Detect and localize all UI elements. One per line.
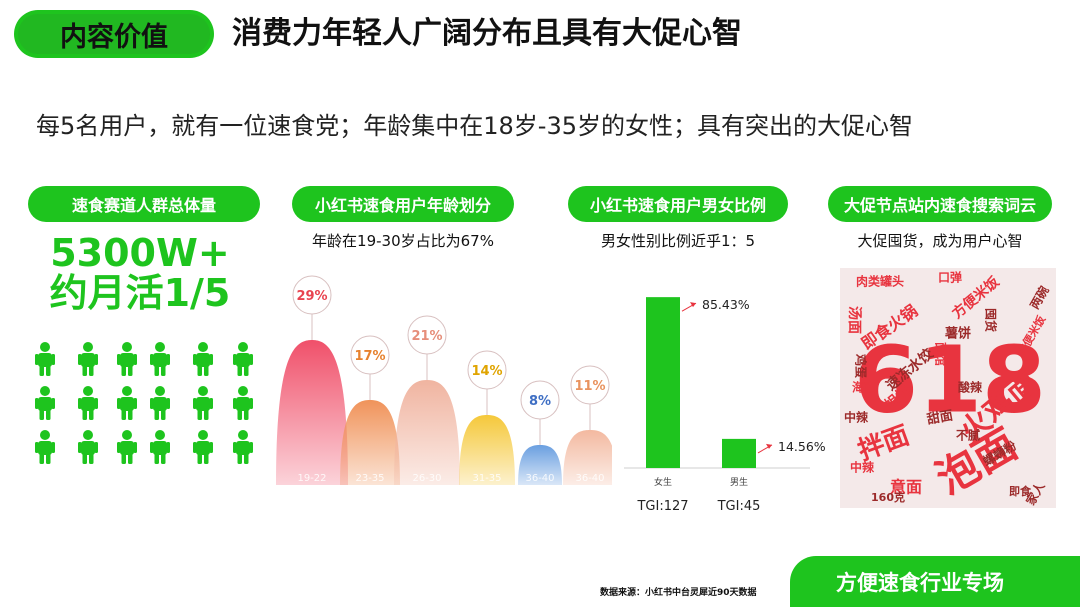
- word-cloud-word: 海南: [852, 380, 876, 395]
- gender-value-label: 14.56%: [778, 439, 826, 454]
- gender-category-label: 男生: [730, 476, 748, 488]
- people-icon-grid: [35, 342, 253, 464]
- person-icon: [35, 430, 253, 464]
- gender-chart: 85.43% 女生 TGI:127 14.56% 男生 TGI:45: [624, 297, 826, 514]
- word-cloud-word: 汤面: [846, 306, 862, 334]
- page-title: 消费力年轻人广阔分布且具有大促心智: [232, 16, 742, 51]
- age-hump-36-40: [518, 445, 562, 485]
- gender-bar-1: [722, 438, 756, 468]
- age-hump-36-40: [563, 430, 612, 485]
- page-subtitle: 每5名用户，就有一位速食党；年龄集中在18岁-35岁的女性；具有突出的大促心智: [36, 112, 914, 140]
- word-cloud-word: 酸辣: [958, 380, 983, 395]
- age-hump-23-35: [340, 400, 400, 485]
- age-label-circle: [350, 335, 390, 375]
- age-value-label: 29%: [296, 289, 327, 304]
- age-value-label: 11%: [574, 379, 605, 394]
- word-cloud-word: 口弹: [938, 270, 962, 285]
- word-cloud-word: 意面: [890, 478, 922, 497]
- section-pill-age: 小红书速食用户年龄划分: [292, 186, 514, 222]
- word-cloud-word: 面馆: [934, 342, 949, 366]
- word-cloud-word: 不腻: [956, 428, 980, 443]
- word-cloud-word: 中辣: [844, 410, 869, 425]
- data-source-note: 数据来源：小红书中台灵犀近90天数据: [600, 588, 757, 598]
- age-label-circle: [467, 350, 507, 390]
- age-value-label: 21%: [411, 329, 442, 344]
- footer-brand: 方便速食行业专场: [790, 556, 1080, 607]
- population-big-number: 5300W+: [50, 231, 230, 275]
- search-word-cloud: 618泡面火鸡面拌面速冻水饺即食火锅方便米饭肉类罐头汤面面馆螺蛳粉鸡蛋姐妹薯饼甜…: [840, 268, 1056, 508]
- word-cloud-word: 中辣: [850, 460, 875, 475]
- age-label-circle: [520, 380, 560, 420]
- age-hump-26-30: [394, 380, 460, 485]
- age-category-label: 36-40: [575, 473, 604, 484]
- age-note: 年龄在19-30岁占比为67%: [312, 232, 494, 250]
- gender-value-label: 85.43%: [702, 297, 750, 312]
- footer-brand-label: 方便速食行业专场: [836, 570, 1004, 595]
- age-hump-19-22: [276, 340, 348, 485]
- age-label-circle: [407, 315, 447, 355]
- age-category-label: 31-35: [472, 473, 501, 484]
- gender-tgi-label: TGI:127: [636, 499, 688, 514]
- age-label-circle: [292, 275, 332, 315]
- header-tag-label: 内容价值: [18, 14, 210, 54]
- word-cloud-word: 鸡蛋: [854, 353, 869, 378]
- word-cloud-word: 囤货: [984, 308, 999, 332]
- age-value-label: 17%: [354, 349, 385, 364]
- age-category-label: 19-22: [297, 473, 326, 484]
- word-cloud-word: 甜面: [926, 407, 954, 427]
- word-cloud-background: [840, 268, 1056, 508]
- section-pill-population: 速食赛道人群总体量: [28, 186, 260, 222]
- gender-arrow-head: [766, 443, 772, 449]
- age-value-label: 14%: [471, 364, 502, 379]
- word-cloud-word: 618: [854, 326, 1046, 433]
- age-hump-31-35: [459, 415, 515, 485]
- section-pill-gender: 小红书速食用户男女比例: [568, 186, 788, 222]
- person-icon: [35, 342, 253, 376]
- gender-arrow-head: [690, 302, 696, 308]
- age-category-label: 23-35: [355, 473, 384, 484]
- gender-tgi-label: TGI:45: [717, 499, 761, 514]
- gender-category-label: 女生: [654, 476, 672, 488]
- word-cloud-word: 160克: [871, 490, 905, 504]
- person-icon: [35, 386, 253, 420]
- age-value-label: 8%: [529, 394, 551, 409]
- word-cloud-word: 即食: [1009, 484, 1032, 498]
- age-category-label: 26-30: [412, 473, 441, 484]
- age-label-circle: [570, 365, 610, 405]
- gender-note: 男女性别比例近乎1：5: [600, 232, 756, 250]
- word-cloud-word: 肉类罐头: [856, 274, 904, 289]
- age-category-label: 36-40: [525, 473, 554, 484]
- word-cloud-word: 薯饼: [944, 326, 971, 342]
- cloud-note: 大促囤货，成为用户心智: [857, 232, 1023, 250]
- age-chart: 29% 19-22 17% 23-35 21% 26-30 14% 31-35 8% 36-40 1…: [276, 275, 612, 485]
- header-tag: 内容价值: [14, 10, 214, 58]
- section-pill-cloud: 大促节点站内速食搜索词云: [828, 186, 1052, 222]
- population-big-ratio: 约月活1/5: [49, 271, 231, 315]
- gender-bar-0: [646, 297, 680, 468]
